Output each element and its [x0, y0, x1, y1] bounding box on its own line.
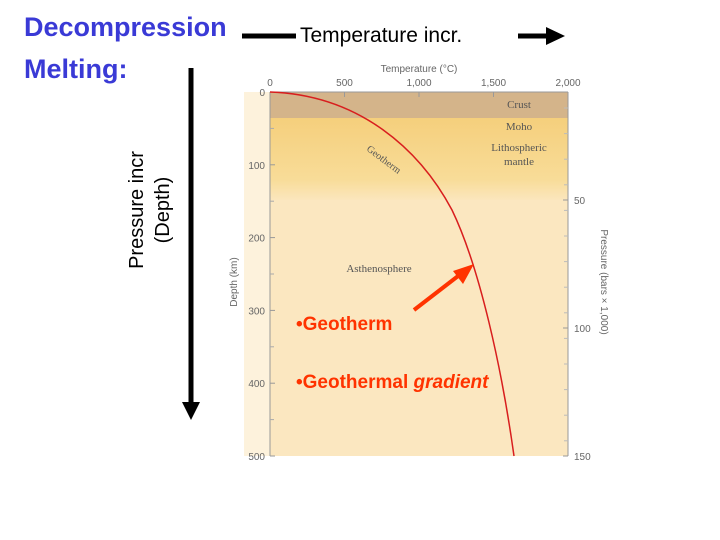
- gradient-pointer-arrow-shaft: [412, 271, 464, 312]
- left-axis-tick-label: 500: [248, 452, 265, 463]
- top-axis-ticks: 0 500 1,000 1,500 2,000: [267, 78, 581, 97]
- crust-label: Crust: [507, 99, 531, 111]
- bullet-geothermal-gradient: •Geothermal gradient: [296, 372, 488, 394]
- left-axis-title: Depth (km): [229, 257, 240, 306]
- lithospheric-mantle-label-line-1: Lithospheric: [491, 142, 547, 154]
- slide-title: Decompression Melting:: [24, 6, 227, 90]
- temperature-increase-label: Temperature incr.: [300, 24, 463, 47]
- top-axis-tick-label: 2,000: [555, 78, 580, 89]
- bullet-gradient-emphasis: gradient: [413, 372, 489, 393]
- asthenosphere-label: Asthenosphere: [346, 263, 411, 275]
- left-axis-tick-label: 400: [248, 379, 265, 390]
- top-axis-tick-label: 500: [336, 78, 353, 89]
- top-axis-title: Temperature (°C): [381, 64, 458, 75]
- bullet-geothermal-text: •Geothermal: [296, 372, 414, 393]
- moho-label: Moho: [506, 121, 533, 133]
- pressure-arrow-head: [182, 402, 200, 420]
- left-axis-tick-label: 0: [259, 88, 265, 99]
- left-axis-ticks: 0 100 200 300 400 500: [248, 88, 275, 463]
- right-axis-tick-label: 100: [574, 324, 591, 335]
- right-axis-tick-label: 50: [574, 196, 586, 207]
- right-axis-ticks: 50 100 150: [563, 107, 591, 463]
- left-axis-tick-label: 200: [248, 234, 265, 245]
- top-axis-tick-label: 1,000: [406, 78, 431, 89]
- left-axis-tick-label: 300: [248, 306, 265, 317]
- right-axis-title: Pressure (bars × 1,000): [598, 229, 609, 334]
- right-axis-tick-label: 150: [574, 452, 591, 463]
- title-line-2: Melting:: [24, 54, 128, 84]
- left-axis-tick-label: 100: [248, 161, 265, 172]
- top-axis-tick-label: 0: [267, 78, 273, 89]
- lithospheric-mantle-layer: [270, 118, 568, 200]
- geotherm-curve: [269, 91, 515, 457]
- left-axis-band: [244, 92, 270, 456]
- asthenosphere-layer: [270, 200, 568, 456]
- top-axis-tick-label: 1,500: [481, 78, 506, 89]
- temperature-arrow-head: [546, 27, 565, 45]
- lithospheric-mantle-label-line-2: mantle: [504, 156, 534, 168]
- title-line-1: Decompression: [24, 12, 227, 42]
- gradient-pointer-arrow-head: [453, 264, 474, 284]
- bullet-geotherm: •Geotherm: [296, 314, 393, 335]
